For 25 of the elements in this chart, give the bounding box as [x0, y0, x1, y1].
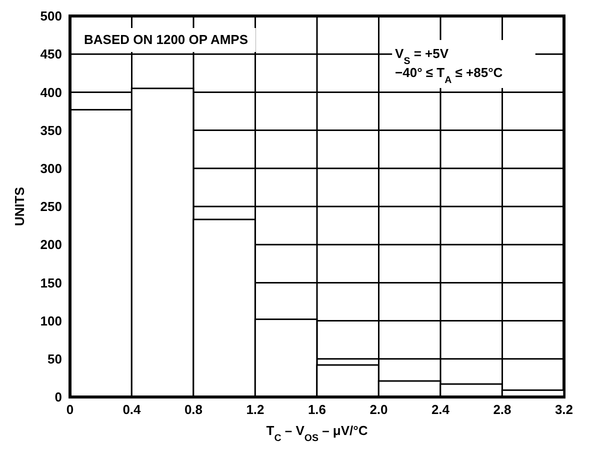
y-tick-label: 500 — [40, 8, 62, 24]
x-tick-label: 3.2 — [554, 402, 574, 418]
x-tick-label: 2.8 — [493, 402, 512, 418]
y-tick-label: 450 — [40, 46, 62, 62]
y-tick-label: 50 — [48, 352, 62, 367]
x-tick-label: 2.4 — [431, 402, 450, 418]
y-tick-label: 200 — [40, 237, 62, 252]
x-tick-label: 1.6 — [308, 402, 326, 418]
x-tick-label: 0.8 — [184, 402, 203, 418]
annotation: BASED ON 1200 OP AMPS — [84, 32, 248, 47]
x-tick-label: 2.0 — [370, 402, 388, 418]
y-tick-label: 150 — [40, 275, 62, 290]
y-tick-label: 400 — [40, 84, 62, 100]
annotation: −40° ≤ T$_{A}$ ≤ +85°C — [395, 65, 504, 86]
y-tick-label: 0 — [54, 390, 62, 405]
y-tick-label: 350 — [40, 122, 62, 138]
y-axis-title: UNITS — [12, 186, 27, 226]
y-tick-label: 100 — [40, 313, 62, 328]
annotation: V$_{S}$ = +5V — [395, 46, 449, 66]
y-tick-label: 250 — [40, 199, 62, 214]
y-tick-label: 300 — [40, 161, 62, 176]
x-tick-label: 0.4 — [122, 402, 142, 418]
x-tick-label: 1.2 — [246, 402, 264, 418]
x-tick-label: 0 — [66, 402, 74, 418]
x-axis-title: T$_{C}$ – V$_{OS}$ – μV/°C — [266, 423, 368, 444]
